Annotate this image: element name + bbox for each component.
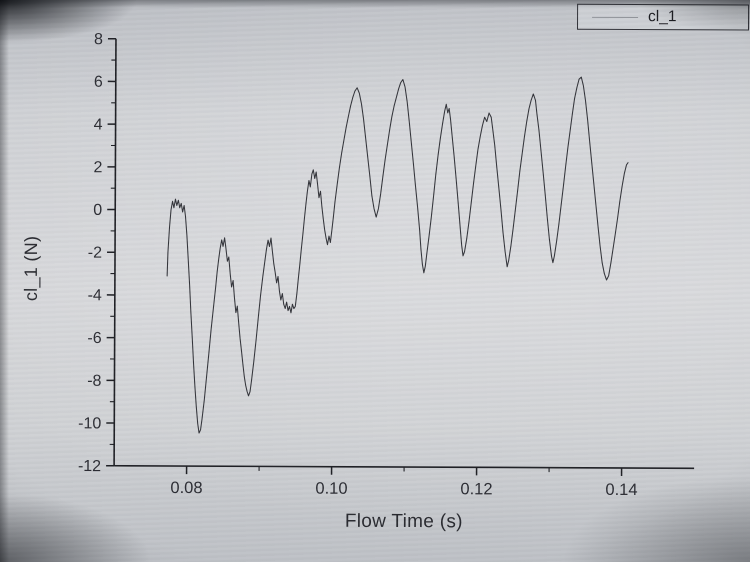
legend: cl_1 (577, 3, 750, 31)
svg-text:4: 4 (94, 117, 103, 134)
x-axis-title: Flow Time (s) (344, 510, 463, 533)
svg-text:-8: -8 (87, 373, 101, 390)
svg-text:0.12: 0.12 (460, 480, 492, 498)
svg-text:2: 2 (93, 159, 102, 176)
svg-text:0.08: 0.08 (170, 479, 202, 497)
y-axis-title: cl_1 (N) (20, 235, 42, 302)
svg-text:-2: -2 (88, 245, 102, 262)
y-axis-ticks: 8 6 4 2 0 -2 -4 -6 -8 -10 -12 (78, 31, 116, 475)
svg-text:8: 8 (94, 31, 103, 48)
x-axis-ticks: 0.08 0.10 0.12 0.14 (170, 466, 638, 499)
svg-text:-6: -6 (87, 330, 101, 347)
svg-text:-12: -12 (78, 458, 101, 475)
axes (113, 38, 695, 470)
svg-text:0.14: 0.14 (605, 481, 637, 499)
series-line-cl_1 (166, 76, 629, 434)
svg-text:0.10: 0.10 (315, 480, 347, 498)
svg-text:-10: -10 (78, 415, 101, 432)
legend-line-sample (592, 16, 639, 18)
svg-text:-4: -4 (88, 287, 102, 304)
svg-text:6: 6 (94, 74, 103, 91)
legend-label: cl_1 (648, 8, 677, 26)
svg-text:0: 0 (93, 202, 102, 219)
